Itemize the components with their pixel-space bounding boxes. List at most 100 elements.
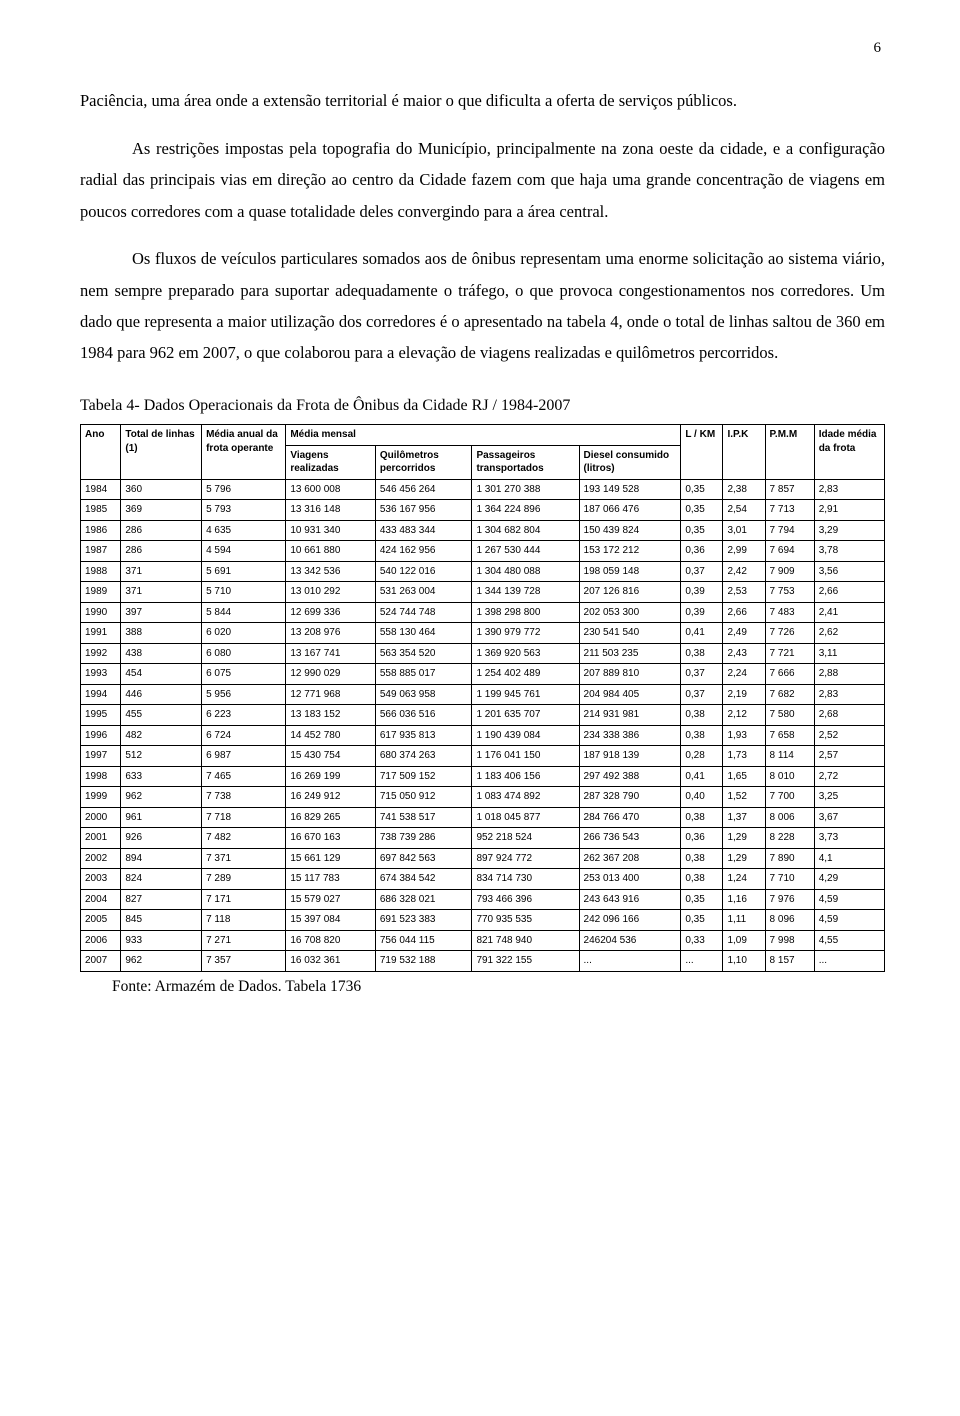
table-cell: 286 [121,541,202,562]
table-cell: 202 053 300 [579,602,681,623]
table-cell: 1997 [81,746,121,767]
table-cell: 549 063 958 [375,684,472,705]
table-cell: 7 171 [202,889,286,910]
table-cell: 446 [121,684,202,705]
table-cell: 4,59 [814,910,884,931]
table-cell: 1989 [81,582,121,603]
table-cell: 187 918 139 [579,746,681,767]
table-cell: 14 452 780 [286,725,376,746]
table-cell: 2,54 [723,500,765,521]
th-lkm: L / KM [681,425,723,480]
table-cell: 962 [121,787,202,808]
table-source: Fonte: Armazém de Dados. Tabela 1736 [112,978,885,996]
table-row: 19944465 95612 771 968549 063 9581 199 9… [81,684,885,705]
table-cell: 5 691 [202,561,286,582]
table-row: 19843605 79613 600 008546 456 2641 301 2… [81,479,885,500]
table-cell: 558 885 017 [375,664,472,685]
table-cell: 10 931 340 [286,520,376,541]
th-ipk: I.P.K [723,425,765,480]
table-cell: 1,29 [723,828,765,849]
table-cell: 7 700 [765,787,814,808]
table-cell: 1998 [81,766,121,787]
table-cell: 7 682 [765,684,814,705]
table-cell: 16 269 199 [286,766,376,787]
table-cell: 0,38 [681,869,723,890]
table-cell: 7 694 [765,541,814,562]
table-cell: 1,09 [723,930,765,951]
table-cell: 211 503 235 [579,643,681,664]
page-number: 6 [80,40,885,57]
paragraph-3: Os fluxos de veículos particulares somad… [80,243,885,368]
table-row: 20069337 27116 708 820756 044 115821 748… [81,930,885,951]
table-cell: 617 935 813 [375,725,472,746]
table-cell: 153 172 212 [579,541,681,562]
table-cell: 7 465 [202,766,286,787]
table-cell: 6 020 [202,623,286,644]
table-cell: ... [579,951,681,972]
table-cell: 388 [121,623,202,644]
table-cell: 1 364 224 896 [472,500,579,521]
table-cell: 1,11 [723,910,765,931]
table-cell: 1995 [81,705,121,726]
th-idade: Idade média da frota [814,425,884,480]
table-cell: 0,37 [681,684,723,705]
table-row: 19883715 69113 342 536540 122 0161 304 4… [81,561,885,582]
table-cell: 2001 [81,828,121,849]
table-cell: 2,57 [814,746,884,767]
table-cell: 3,11 [814,643,884,664]
table-cell: 0,35 [681,889,723,910]
table-cell: 1 304 480 088 [472,561,579,582]
table-cell: 1996 [81,725,121,746]
table-cell: 0,41 [681,623,723,644]
th-media-anual: Média anual da frota operante [202,425,286,480]
table-cell: 1,16 [723,889,765,910]
table-cell: 952 218 524 [472,828,579,849]
table-cell: 16 670 163 [286,828,376,849]
table-cell: 0,36 [681,828,723,849]
table-row: 19853695 79313 316 148536 167 9561 364 2… [81,500,885,521]
table-cell: 0,38 [681,725,723,746]
table-cell: 2,83 [814,479,884,500]
table-cell: 1988 [81,561,121,582]
th-media-mensal: Média mensal [286,425,681,446]
table-cell: 1,24 [723,869,765,890]
table-cell: 16 708 820 [286,930,376,951]
table-cell: 2,68 [814,705,884,726]
table-cell: 4,1 [814,848,884,869]
table-cell: 0,35 [681,500,723,521]
table-cell: 16 829 265 [286,807,376,828]
table-cell: 1 267 530 444 [472,541,579,562]
table-cell: 7 483 [765,602,814,623]
table-cell: 7 666 [765,664,814,685]
table-cell: 1 254 402 489 [472,664,579,685]
table-cell: 13 208 976 [286,623,376,644]
table-cell: 3,78 [814,541,884,562]
th-viagens: Viagens realizadas [286,445,376,479]
table-cell: 2005 [81,910,121,931]
table-cell: 371 [121,582,202,603]
table-cell: 8 157 [765,951,814,972]
table-cell: 674 384 542 [375,869,472,890]
table-cell: 2,52 [814,725,884,746]
table-cell: 0,36 [681,541,723,562]
table-cell: 1,29 [723,848,765,869]
table-cell: 1 301 270 388 [472,479,579,500]
data-table: Ano Total de linhas (1) Média anual da f… [80,424,885,972]
table-cell: 2,66 [814,582,884,603]
table-cell: 1 201 635 707 [472,705,579,726]
table-cell: 512 [121,746,202,767]
table-cell: 1 183 406 156 [472,766,579,787]
table-cell: 2006 [81,930,121,951]
table-cell: 7 580 [765,705,814,726]
table-cell: 5 796 [202,479,286,500]
table-cell: 7 371 [202,848,286,869]
table-cell: 287 328 790 [579,787,681,808]
table-cell: 7 976 [765,889,814,910]
table-cell: 531 263 004 [375,582,472,603]
table-cell: 15 579 027 [286,889,376,910]
table-cell: 845 [121,910,202,931]
table-cell: 793 466 396 [472,889,579,910]
table-cell: 7 726 [765,623,814,644]
table-cell: 2,99 [723,541,765,562]
table-cell: 6 080 [202,643,286,664]
